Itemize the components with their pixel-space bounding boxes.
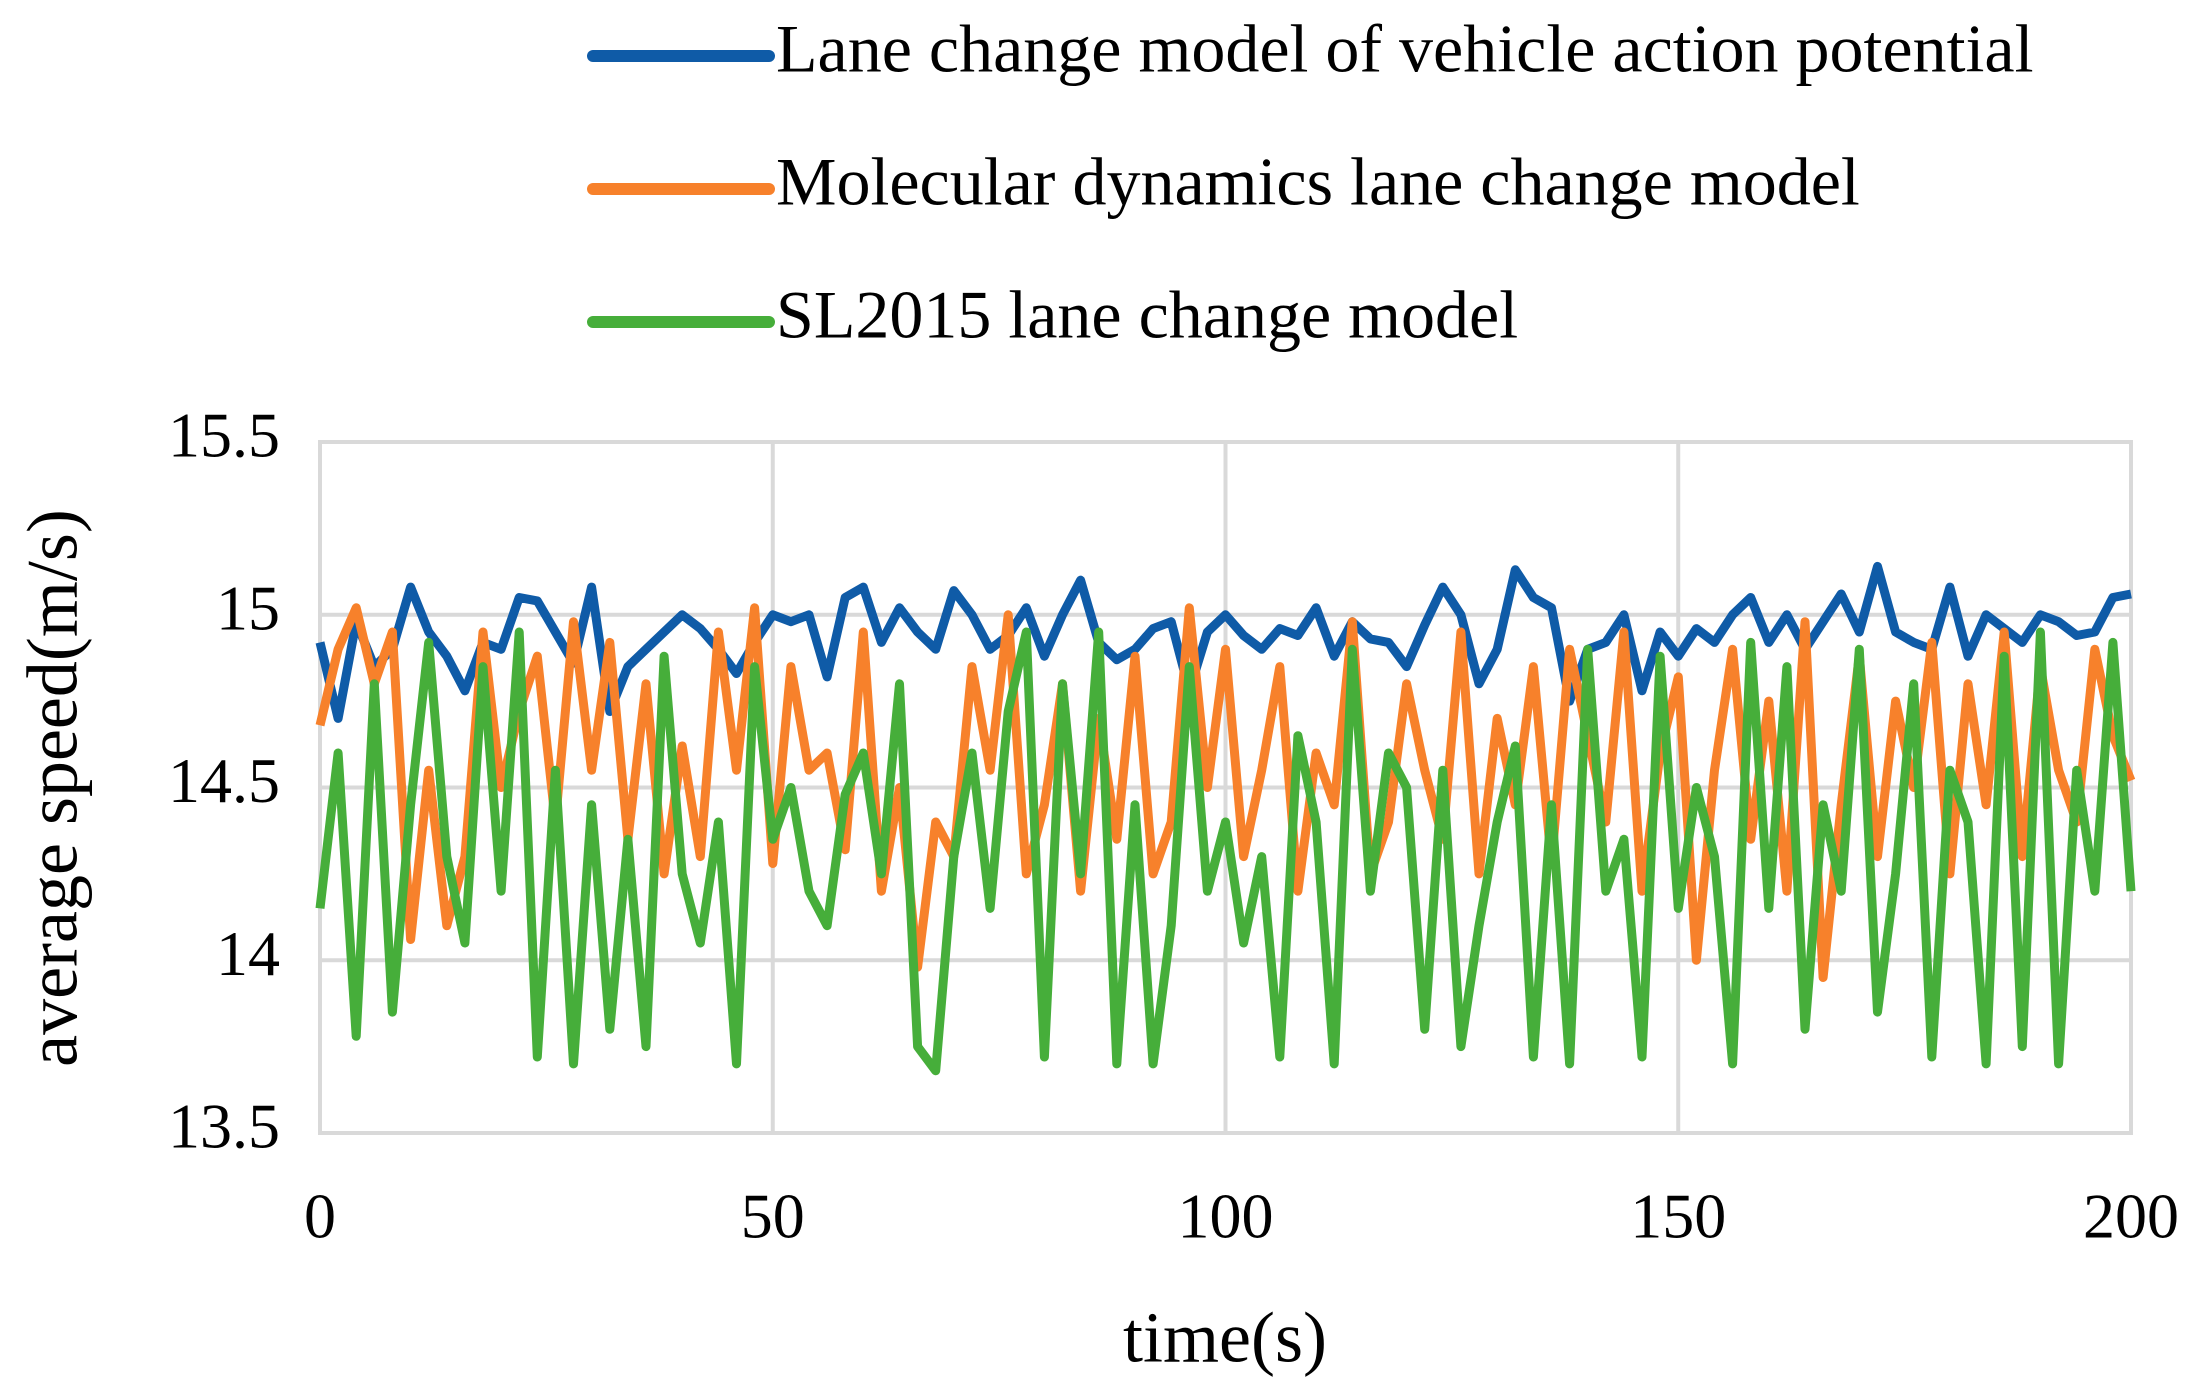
x-tick-label: 100 — [1178, 1181, 1274, 1252]
legend-label: Lane change model of vehicle action pote… — [776, 11, 2033, 87]
y-tick-label: 14.5 — [168, 745, 280, 816]
legend-label: SL2015 lane change model — [776, 277, 1518, 353]
y-tick-label: 13.5 — [168, 1091, 280, 1162]
y-axis-label: average speed(m/s) — [13, 509, 93, 1067]
y-tick-label: 15.5 — [168, 400, 280, 471]
legend-label: Molecular dynamics lane change model — [776, 144, 1860, 220]
x-tick-label: 200 — [2083, 1181, 2179, 1252]
y-tick-label: 14 — [216, 918, 280, 989]
plot-frame — [318, 440, 2133, 1135]
series-line — [315, 561, 2132, 723]
y-tick-label: 15 — [216, 572, 280, 643]
x-tick-label: 0 — [304, 1181, 336, 1252]
x-tick-label: 50 — [741, 1181, 805, 1252]
series-line — [315, 603, 2136, 982]
x-tick-label: 150 — [1630, 1181, 1726, 1252]
series-line — [315, 627, 2136, 1076]
x-axis-label: time(s) — [1123, 1298, 1327, 1378]
